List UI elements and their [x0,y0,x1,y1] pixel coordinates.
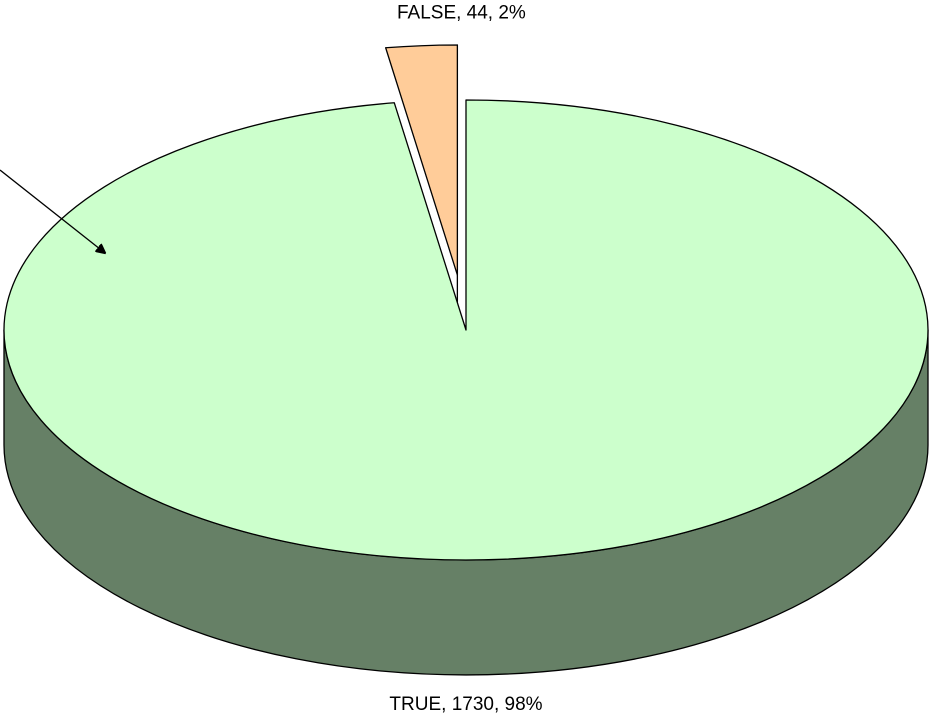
slice [3,99,929,561]
pie [3,44,929,676]
data-label: TRUE, 1730, 98% [389,694,542,715]
labels: FALSE, 44, 2% TRUE, 1730, 98% [389,3,542,715]
data-label: FALSE, 44, 2% [397,3,526,24]
slice [385,44,459,276]
arrow [0,169,105,253]
